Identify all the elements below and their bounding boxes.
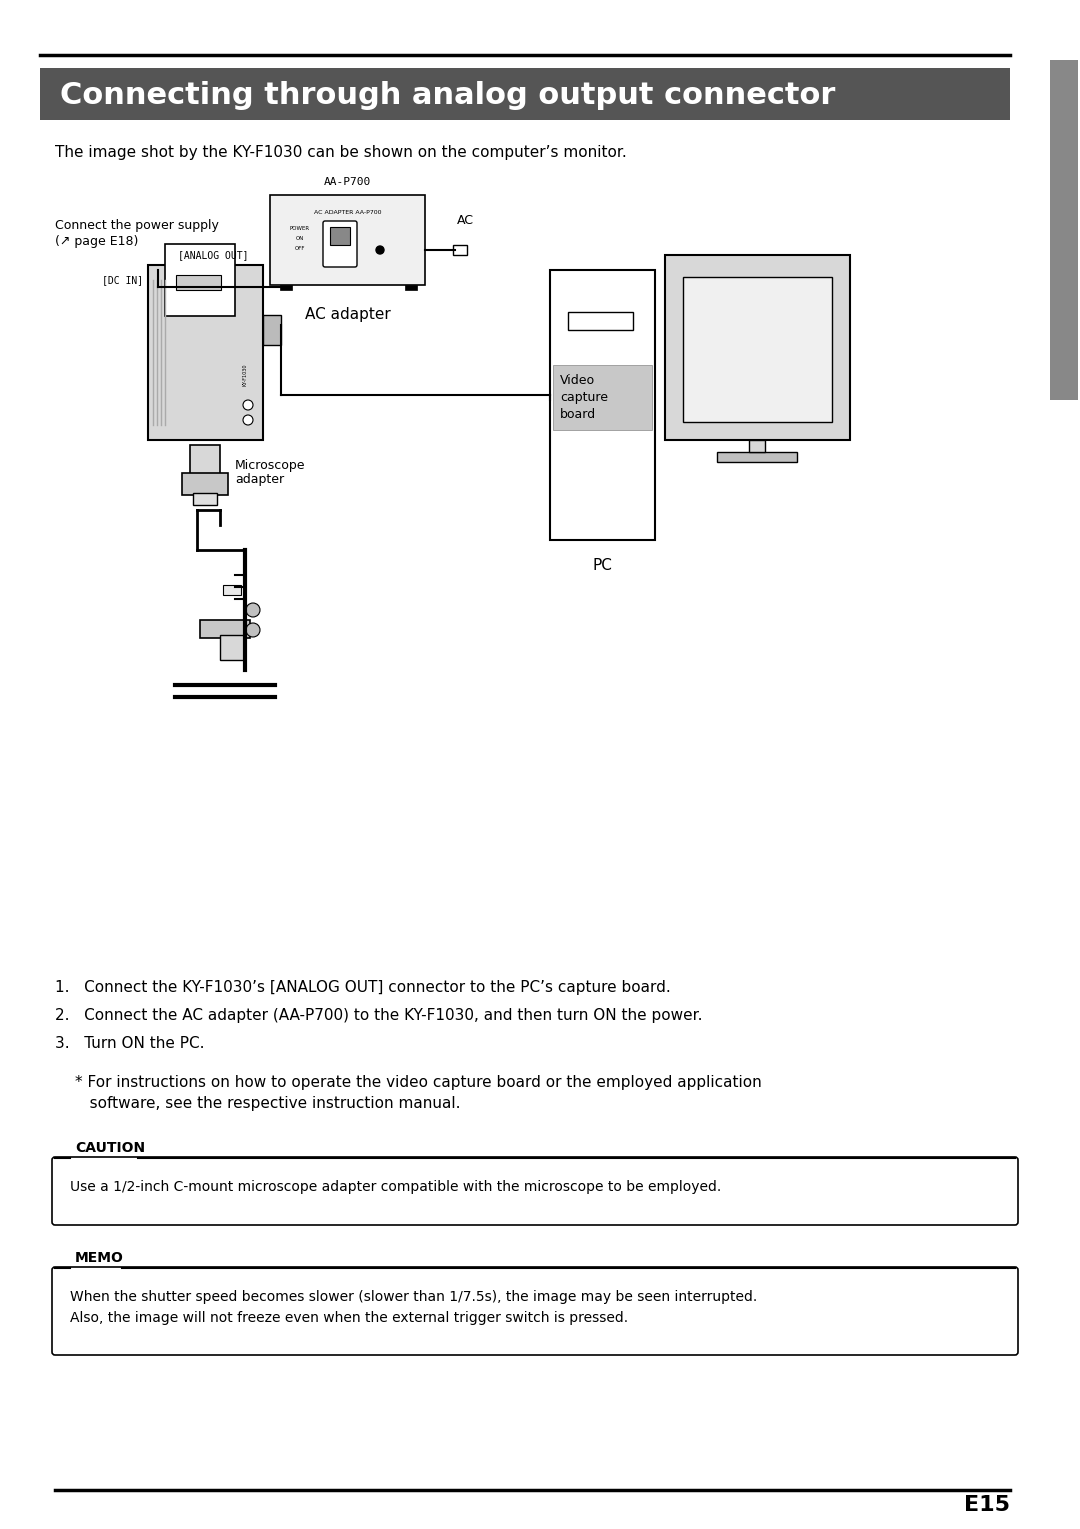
Text: Connecting through analog output connector: Connecting through analog output connect…: [60, 81, 835, 110]
Circle shape: [246, 602, 260, 618]
Text: adapter: adapter: [235, 474, 284, 486]
Circle shape: [243, 401, 253, 410]
FancyBboxPatch shape: [165, 245, 235, 317]
Text: Video: Video: [561, 373, 595, 387]
Text: AC adapter: AC adapter: [305, 307, 390, 323]
Text: [ANALOG OUT]: [ANALOG OUT]: [178, 251, 248, 260]
Circle shape: [246, 622, 260, 638]
FancyBboxPatch shape: [176, 275, 221, 291]
FancyBboxPatch shape: [40, 67, 1010, 119]
FancyBboxPatch shape: [190, 445, 220, 476]
Text: OFF: OFF: [295, 246, 306, 251]
Text: 1.   Connect the KY-F1030’s [ANALOG OUT] connector to the PC’s capture board.: 1. Connect the KY-F1030’s [ANALOG OUT] c…: [55, 980, 671, 995]
Text: * For instructions on how to operate the video capture board or the employed app: * For instructions on how to operate the…: [75, 1075, 761, 1112]
FancyBboxPatch shape: [200, 619, 249, 638]
Text: (↗ page E18): (↗ page E18): [55, 235, 138, 249]
Text: [DC IN]: [DC IN]: [102, 275, 143, 284]
Text: Microscope: Microscope: [235, 459, 306, 471]
Text: POWER: POWER: [289, 226, 310, 231]
Text: Use a 1/2-inch C-mount microscope adapter compatible with the microscope to be e: Use a 1/2-inch C-mount microscope adapte…: [70, 1180, 721, 1194]
FancyBboxPatch shape: [148, 265, 264, 440]
FancyBboxPatch shape: [717, 453, 797, 462]
Text: MEMO: MEMO: [75, 1251, 124, 1264]
Text: ON: ON: [296, 235, 305, 242]
Text: capture: capture: [561, 390, 608, 404]
FancyBboxPatch shape: [270, 196, 426, 284]
FancyBboxPatch shape: [52, 1268, 1018, 1355]
Text: PC: PC: [592, 558, 612, 573]
FancyBboxPatch shape: [222, 586, 241, 595]
Text: 2.   Connect the AC adapter (AA-P700) to the KY-F1030, and then turn ON the powe: 2. Connect the AC adapter (AA-P700) to t…: [55, 1008, 702, 1023]
Text: KY-F1030: KY-F1030: [243, 364, 247, 387]
Text: AC: AC: [457, 214, 473, 226]
Circle shape: [376, 246, 384, 254]
Text: The image shot by the KY-F1030 can be shown on the computer’s monitor.: The image shot by the KY-F1030 can be sh…: [55, 145, 626, 161]
Text: board: board: [561, 408, 596, 422]
Text: AA-P700: AA-P700: [324, 177, 372, 187]
FancyBboxPatch shape: [665, 255, 850, 440]
FancyBboxPatch shape: [550, 271, 654, 540]
FancyBboxPatch shape: [183, 472, 228, 495]
FancyBboxPatch shape: [193, 492, 217, 505]
Circle shape: [243, 414, 253, 425]
FancyBboxPatch shape: [264, 315, 281, 346]
FancyBboxPatch shape: [683, 277, 832, 422]
Text: 3.   Turn ON the PC.: 3. Turn ON the PC.: [55, 1037, 204, 1050]
FancyBboxPatch shape: [220, 635, 245, 661]
FancyBboxPatch shape: [568, 312, 633, 330]
FancyBboxPatch shape: [330, 226, 350, 245]
FancyBboxPatch shape: [553, 365, 652, 430]
Text: AC ADAPTER AA-P700: AC ADAPTER AA-P700: [314, 211, 381, 216]
Text: E15: E15: [964, 1495, 1010, 1515]
Text: CAUTION: CAUTION: [75, 1141, 145, 1154]
FancyBboxPatch shape: [405, 284, 417, 291]
Text: When the shutter speed becomes slower (slower than 1/7.5s), the image may be see: When the shutter speed becomes slower (s…: [70, 1290, 757, 1324]
FancyBboxPatch shape: [453, 245, 467, 255]
FancyBboxPatch shape: [323, 222, 357, 268]
FancyBboxPatch shape: [52, 1157, 1018, 1225]
FancyBboxPatch shape: [1050, 60, 1078, 401]
FancyBboxPatch shape: [750, 440, 765, 453]
FancyBboxPatch shape: [280, 284, 292, 291]
Text: Connect the power supply: Connect the power supply: [55, 219, 219, 231]
